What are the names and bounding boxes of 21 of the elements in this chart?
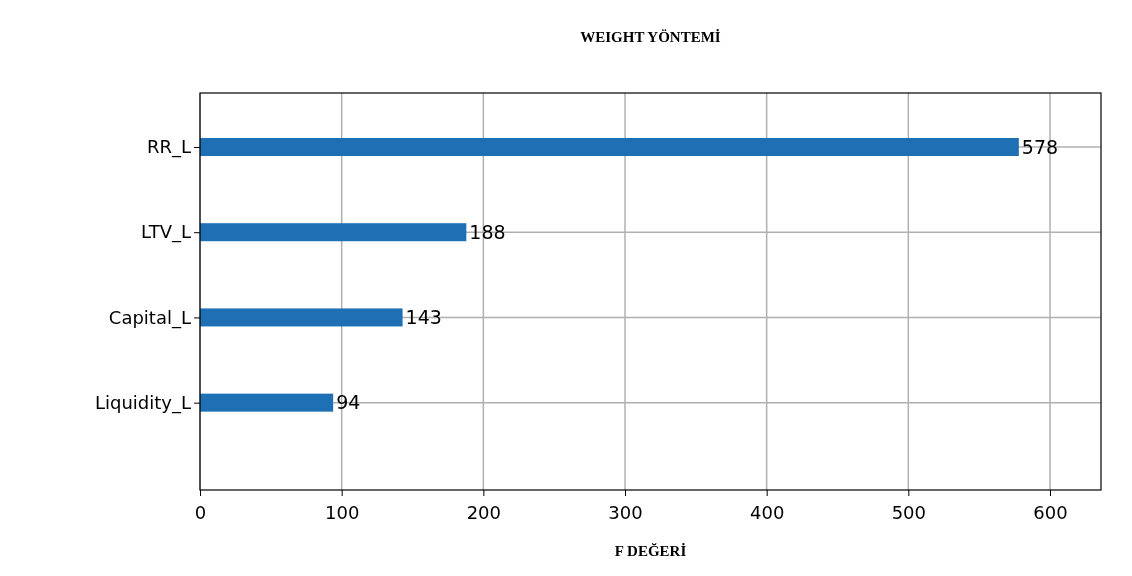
data-label: 94 [336,391,361,414]
data-label: 578 [1021,135,1059,158]
bar [200,137,1019,156]
y-tick-label: LTV_L [141,221,191,244]
x-tick-label: 400 [749,501,785,523]
data-label: 188 [469,220,506,243]
bar [200,393,334,412]
data-label: 143 [405,306,442,329]
bar [200,308,403,327]
x-tick-label: 100 [324,501,360,523]
x-tick-label: 500 [891,501,927,523]
x-axis-title: F DEĞERİ [614,543,687,559]
y-tick-label: Capital_L [108,306,191,329]
x-tick-label: 300 [608,501,643,523]
x-tick-label: 0 [194,501,207,523]
y-tick-label: Liquidity_L [94,391,191,414]
x-tick-label: 600 [1033,501,1068,523]
chart-title: WEIGHT YÖNTEMİ [580,29,721,45]
y-tick-label: RR_L [146,136,191,159]
bar [200,223,467,242]
x-tick-label: 200 [466,501,502,523]
